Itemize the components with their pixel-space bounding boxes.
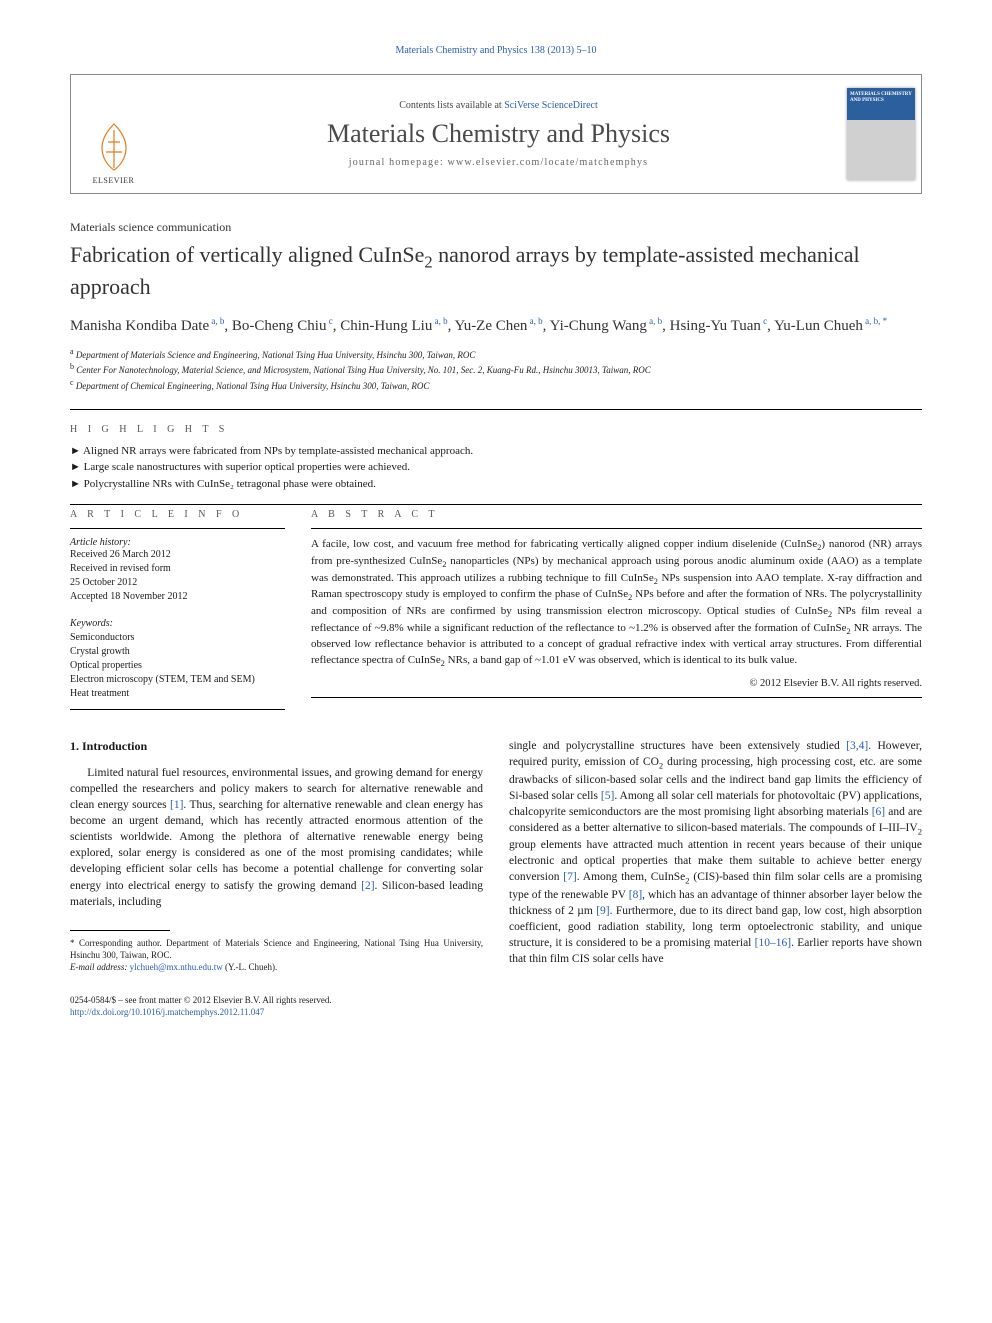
abstract-copyright: © 2012 Elsevier B.V. All rights reserved… [311,678,922,698]
journal-homepage: journal homepage: www.elsevier.com/locat… [349,157,649,168]
history-line: 25 October 2012 [70,576,285,590]
highlight-item: Aligned NR arrays were fabricated from N… [70,443,922,460]
intro-para-2: single and polycrystalline structures ha… [509,738,922,967]
doi-link[interactable]: http://dx.doi.org/10.1016/j.matchemphys.… [70,1007,264,1017]
body-column-left: 1. Introduction Limited natural fuel res… [70,738,483,973]
intro-para-1: Limited natural fuel resources, environm… [70,765,483,910]
keyword-item: Crystal growth [70,645,285,659]
homepage-url[interactable]: www.elsevier.com/locate/matchemphys [448,157,649,168]
homepage-label: journal homepage: [349,157,448,168]
affiliations: a Department of Materials Science and En… [70,346,922,393]
abstract-label: A B S T R A C T [311,509,922,520]
affiliation-line: c Department of Chemical Engineering, Na… [70,377,922,393]
keywords-label: Keywords: [70,618,285,629]
cover-title-text: MATERIALS CHEMISTRY AND PHYSICS [850,92,912,103]
highlight-item: Large scale nanostructures with superior… [70,459,922,476]
journal-title: Materials Chemistry and Physics [327,119,670,149]
history-line: Received in revised form [70,562,285,576]
affiliation-line: a Department of Materials Science and En… [70,346,922,362]
contents-available-line: Contents lists available at SciVerse Sci… [399,100,598,111]
article-info-label: A R T I C L E I N F O [70,509,285,520]
corresponding-author-note: * Corresponding author. Department of Ma… [70,937,483,961]
document-type: Materials science communication [70,220,922,235]
divider [70,504,922,505]
email-label: E-mail address: [70,962,127,972]
sciencedirect-link[interactable]: SciVerse ScienceDirect [504,100,598,111]
running-head: Materials Chemistry and Physics 138 (201… [70,45,922,56]
author-list: Manisha Kondiba Date a, b, Bo-Cheng Chiu… [70,315,922,336]
elsevier-tree-icon [94,122,134,172]
contents-prefix: Contents lists available at [399,100,504,111]
journal-cover-thumb: MATERIALS CHEMISTRY AND PHYSICS [841,75,921,193]
abstract-text: A facile, low cost, and vacuum free meth… [311,528,922,670]
keyword-item: Semiconductors [70,631,285,645]
footnote-rule [70,930,170,931]
article-history: Received 26 March 2012Received in revise… [70,548,285,604]
highlight-item: Polycrystalline NRs with CuInSe₂ tetrago… [70,476,922,493]
publisher-name: ELSEVIER [93,176,135,185]
elsevier-logo: ELSEVIER [71,75,156,193]
keywords-list: SemiconductorsCrystal growthOptical prop… [70,631,285,710]
keyword-item: Optical properties [70,659,285,673]
keyword-item: Heat treatment [70,687,285,701]
journal-masthead: ELSEVIER Contents lists available at Sci… [70,74,922,194]
keyword-item: Electron microscopy (STEM, TEM and SEM) [70,673,285,687]
divider [70,409,922,410]
email-suffix: (Y.-L. Chueh). [225,962,277,972]
history-label: Article history: [70,537,285,548]
affiliation-line: b Center For Nanotechnology, Material Sc… [70,361,922,377]
highlights-label: H I G H L I G H T S [70,424,922,435]
author-email-link[interactable]: ylchueh@mx.nthu.edu.tw [130,962,223,972]
footer-meta: 0254-0584/$ – see front matter © 2012 El… [70,995,922,1018]
email-line: E-mail address: ylchueh@mx.nthu.edu.tw (… [70,961,483,973]
history-line: Received 26 March 2012 [70,548,285,562]
section-heading-intro: 1. Introduction [70,738,483,755]
highlights-list: Aligned NR arrays were fabricated from N… [70,443,922,493]
history-line: Accepted 18 November 2012 [70,590,285,604]
front-matter-line: 0254-0584/$ – see front matter © 2012 El… [70,995,922,1007]
body-column-right: single and polycrystalline structures ha… [509,738,922,973]
article-title: Fabrication of vertically aligned CuInSe… [70,241,922,301]
